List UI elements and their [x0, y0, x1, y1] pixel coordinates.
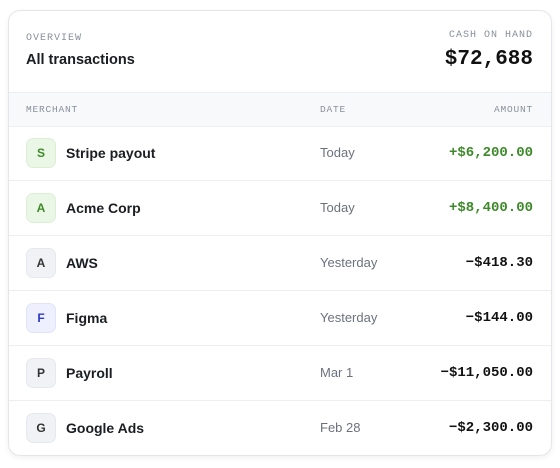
merchant-name: Payroll — [66, 365, 113, 381]
transaction-amount: −$2,300.00 — [448, 420, 533, 436]
transaction-date: Yesterday — [320, 255, 378, 270]
merchant-name: Figma — [66, 310, 108, 326]
transaction-amount: +$6,200.00 — [448, 145, 533, 161]
transaction-date: Mar 1 — [320, 365, 354, 380]
merchant-avatar: P — [26, 358, 56, 388]
transaction-amount: −$418.30 — [465, 255, 533, 271]
transaction-row: P Payroll Mar 1 −$11,050.00 — [9, 346, 551, 401]
transaction-date: Yesterday — [320, 310, 378, 325]
merchant-name: Acme Corp — [66, 200, 141, 216]
transaction-date: Today — [320, 200, 355, 215]
merchant-name: Stripe payout — [66, 145, 156, 161]
transaction-amount: −$144.00 — [465, 310, 533, 326]
transaction-row: A Acme Corp Today +$8,400.00 — [9, 181, 551, 236]
eyebrow: OVERVIEW — [26, 33, 83, 44]
table-header: MERCHANT DATE AMOUNT — [9, 92, 551, 127]
merchant-avatar: G — [26, 413, 56, 443]
transaction-date: Feb 28 — [320, 420, 361, 435]
merchant-avatar: A — [26, 248, 56, 278]
column-header: DATE — [320, 104, 347, 115]
merchant-avatar: A — [26, 193, 56, 223]
transaction-row: G Google Ads Feb 28 −$2,300.00 — [9, 401, 551, 455]
transaction-row: S Stripe payout Today +$6,200.00 — [9, 126, 551, 181]
transaction-date: Today — [320, 145, 355, 160]
transaction-amount: −$11,050.00 — [440, 365, 533, 381]
merchant-avatar: S — [26, 138, 56, 168]
transactions-card: OVERVIEW All transactions CASH ON HAND $… — [8, 10, 552, 456]
total-value: $72,688 — [444, 48, 533, 71]
transaction-amount: +$8,400.00 — [448, 200, 533, 216]
merchant-avatar: F — [26, 303, 56, 333]
merchant-name: AWS — [66, 255, 98, 271]
column-header: MERCHANT — [26, 104, 79, 115]
card-title: All transactions — [26, 52, 135, 68]
transaction-row: F Figma Yesterday −$144.00 — [9, 291, 551, 346]
transaction-row: A AWS Yesterday −$418.30 — [9, 236, 551, 291]
total-label: CASH ON HAND — [448, 30, 533, 41]
merchant-name: Google Ads — [66, 420, 145, 436]
column-header: AMOUNT — [493, 104, 533, 115]
